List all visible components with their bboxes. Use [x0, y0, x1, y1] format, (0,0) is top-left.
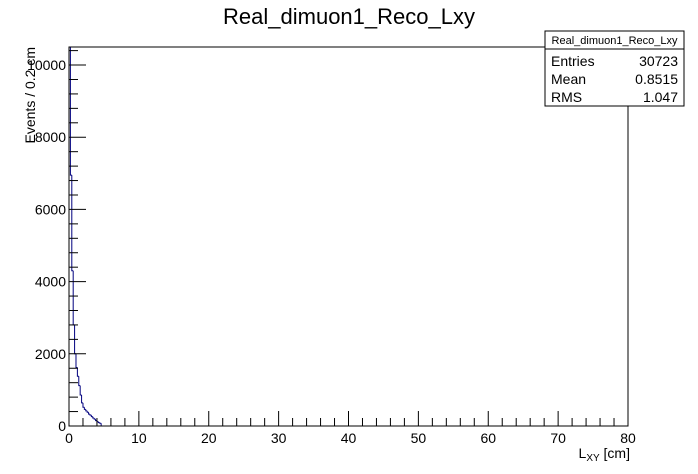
histogram-bin	[69, 47, 72, 176]
histogram-bin	[92, 416, 95, 419]
histogram-bin	[86, 410, 89, 413]
histogram-bin-step	[99, 422, 102, 424]
stats-box: Real_dimuon1_Reco_Lxy Entries 30723 Mean…	[544, 30, 685, 107]
histogram-bin-step	[69, 47, 72, 176]
y-tick-label: 0	[58, 418, 66, 434]
histogram-bin	[93, 418, 96, 420]
y-axis-label: Events / 0.2 cm	[22, 47, 38, 143]
histogram-bin	[82, 402, 85, 408]
y-tick-label: 6000	[35, 201, 66, 217]
x-tick-label: 30	[271, 430, 287, 446]
y-tick-label: 10000	[27, 57, 66, 73]
histogram-bin-step	[78, 376, 81, 387]
histogram-bin-step	[86, 410, 89, 413]
x-axis-label-subscript: XY	[586, 453, 600, 464]
axis-ticks	[68, 50, 629, 427]
histogram-bin	[83, 407, 86, 410]
y-tick-label: 8000	[35, 129, 66, 145]
histogram-bin-step	[90, 415, 93, 418]
x-axis-label-main: L	[579, 445, 587, 461]
histogram-bin-step	[71, 175, 74, 272]
x-axis-label-unit: [cm]	[600, 445, 630, 461]
histogram-bin-step	[97, 421, 100, 424]
histogram-bin	[72, 270, 75, 326]
x-tick-label: 50	[411, 430, 427, 446]
x-tick-label: 10	[131, 430, 147, 446]
histogram-bin-step	[81, 394, 83, 404]
histogram-bin-step	[83, 407, 86, 410]
histogram-bin-step	[76, 367, 79, 377]
histogram-bin	[71, 175, 74, 272]
histogram-bin	[90, 415, 93, 418]
histogram-bin-step	[89, 414, 92, 416]
y-tick-label: 4000	[35, 274, 66, 290]
stats-mean-value: 0.8515	[635, 71, 678, 87]
histogram-bin-step	[79, 385, 82, 396]
x-tick-label: 60	[480, 430, 496, 446]
plot-frame	[68, 46, 629, 427]
histogram-bin	[81, 394, 83, 404]
y-tick-label: 2000	[35, 346, 66, 362]
histogram-bin	[89, 414, 92, 416]
x-tick-label: 40	[341, 430, 357, 446]
x-axis-label: LXY [cm]	[579, 445, 630, 464]
histogram-bin	[85, 409, 88, 412]
histogram-bin	[79, 385, 82, 396]
histogram-bin	[75, 353, 78, 369]
chart-title: Real_dimuon1_Reco_Lxy	[223, 4, 475, 29]
stats-rms-value: 1.047	[643, 89, 678, 105]
x-tick-label: 20	[201, 430, 217, 446]
stats-rms-label: RMS	[551, 89, 582, 105]
histogram-bin	[78, 376, 81, 387]
histogram-bin-step	[75, 353, 78, 369]
stats-mean-label: Mean	[551, 71, 586, 87]
stats-entries-label: Entries	[551, 53, 595, 69]
histogram-bin-step	[85, 409, 88, 412]
histogram-bin-step	[93, 418, 96, 420]
histogram-bin	[97, 421, 100, 424]
histogram-bin-step	[88, 412, 90, 415]
stats-box-frame	[544, 30, 685, 107]
histogram-layer	[68, 46, 103, 427]
histogram-bin-step	[82, 402, 85, 408]
histogram-bin	[76, 367, 79, 377]
tick-labels: 0 10 20 30 40 50 60 70 80 0 2000 4000 6000 8000 10000	[27, 57, 636, 446]
stats-box-title: Real_dimuon1_Reco_Lxy	[552, 35, 678, 47]
histogram-bin-step	[92, 416, 95, 419]
histogram-bin	[88, 412, 90, 415]
stats-entries-value: 30723	[639, 53, 678, 69]
histogram-bin-step	[72, 270, 75, 326]
x-tick-label: 80	[620, 430, 636, 446]
histogram-bin	[99, 422, 102, 424]
x-tick-label: 0	[65, 430, 73, 446]
x-tick-label: 70	[550, 430, 566, 446]
